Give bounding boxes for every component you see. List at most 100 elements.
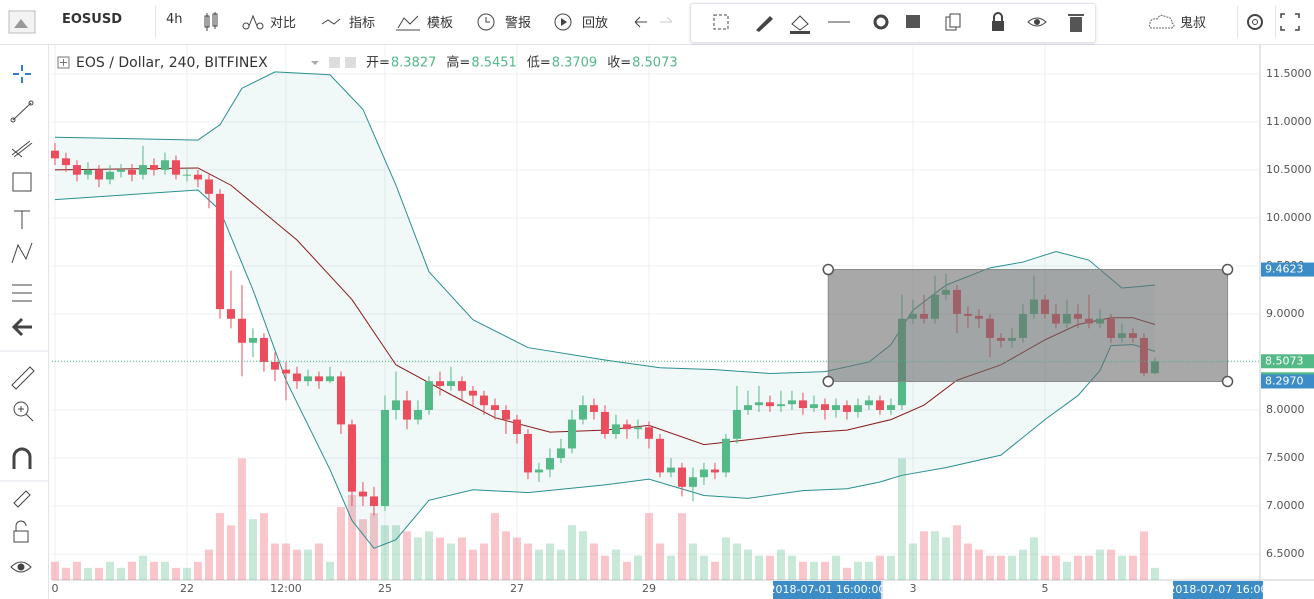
volume-bar xyxy=(1007,555,1016,580)
templates-button[interactable]: 模板 xyxy=(427,16,454,31)
volume-bar xyxy=(919,531,928,580)
candle-body xyxy=(754,402,763,406)
volume-bar xyxy=(303,549,312,580)
candle-body xyxy=(237,318,246,343)
legend-icon xyxy=(329,57,340,68)
indicators-button[interactable]: 指标 xyxy=(349,16,376,31)
x-tick-label: 0 xyxy=(51,582,58,595)
volume-bar xyxy=(831,555,840,580)
volume-bar xyxy=(61,567,70,580)
volume-bar xyxy=(941,537,950,580)
replay-button[interactable]: 回放 xyxy=(582,16,609,31)
volume-bar xyxy=(864,561,873,580)
volume-bar xyxy=(116,567,125,580)
volume-bar xyxy=(853,561,862,580)
compare-button[interactable]: 对比 xyxy=(270,16,297,31)
volume-bar xyxy=(930,531,939,580)
volume-bar xyxy=(413,537,422,580)
volume-bar xyxy=(215,513,224,580)
y-tick-label: 8.0000 xyxy=(1266,403,1305,416)
volume-bar xyxy=(875,555,884,580)
band-fill xyxy=(54,71,1155,549)
candle-body xyxy=(325,376,334,382)
y-tick-label: 6.5000 xyxy=(1266,547,1305,560)
volume-bar xyxy=(1139,531,1148,580)
volume-bar xyxy=(1040,555,1049,580)
candle-body xyxy=(281,369,290,374)
volume-bar xyxy=(897,458,906,580)
right-icons xyxy=(1148,13,1300,31)
volume-bar xyxy=(402,531,411,580)
ohlc-label: 收= xyxy=(607,56,631,71)
rect-handle xyxy=(1221,263,1234,276)
volume-bar xyxy=(710,561,719,580)
time-label-bg xyxy=(1172,581,1263,599)
symbol[interactable]: EOSUSD xyxy=(62,12,123,27)
candle-body xyxy=(336,376,345,425)
candle-body xyxy=(72,165,81,175)
candle-body xyxy=(501,409,510,420)
candle-body xyxy=(402,400,411,420)
x-tick-label: 29 xyxy=(642,582,656,595)
drawing-icons xyxy=(713,12,1084,34)
volume-bar xyxy=(1106,549,1115,580)
volume-bar xyxy=(127,561,136,580)
volume-bar xyxy=(721,537,730,580)
volume-bar xyxy=(985,555,994,580)
x-tick-label: 22 xyxy=(180,582,194,595)
candle-body xyxy=(446,381,455,386)
candle-body xyxy=(809,404,818,409)
time-label: 2018-07-07 16:00 xyxy=(1168,583,1267,596)
y-tick-label: 7.0000 xyxy=(1266,499,1305,512)
candle-body xyxy=(534,469,543,473)
volume-bar xyxy=(765,555,774,580)
candle-body xyxy=(886,405,895,410)
candle-body xyxy=(523,434,532,473)
candle-body xyxy=(600,411,609,435)
interval[interactable]: 4h xyxy=(166,12,183,27)
volume-bar xyxy=(204,549,213,580)
candle-body xyxy=(149,165,158,170)
volume-bar xyxy=(479,543,488,580)
candle-body xyxy=(677,467,686,487)
indicator-line xyxy=(54,71,1155,374)
alert-button[interactable]: 警报 xyxy=(505,16,532,31)
candle-body xyxy=(94,169,103,180)
time-label: 2018-07-01 16:00:00 xyxy=(769,583,886,596)
volume-bar xyxy=(578,531,587,580)
candle-body xyxy=(589,405,598,412)
candle-body xyxy=(545,458,554,470)
volume-bar xyxy=(292,549,301,580)
candle-body xyxy=(138,165,147,175)
volume-bar xyxy=(820,561,829,580)
candle-icon[interactable] xyxy=(202,12,220,32)
chart-title: EOS / Dollar, 240, BITFINEX xyxy=(76,55,268,71)
candle-body xyxy=(875,400,884,410)
candle-body xyxy=(820,404,829,410)
ohlc-value: 8.3709 xyxy=(552,56,598,71)
candle-body xyxy=(105,171,114,180)
volume-bar xyxy=(336,507,345,580)
y-tick-label: 11.0000 xyxy=(1266,115,1312,128)
user-name[interactable]: 鬼叔 xyxy=(1180,16,1207,31)
candle-body xyxy=(842,405,851,412)
volume-bar xyxy=(644,513,653,580)
volume-bar xyxy=(314,543,323,580)
volume-bar xyxy=(435,537,444,580)
y-tick-label: 10.5000 xyxy=(1266,163,1312,176)
volume-bar xyxy=(1051,555,1060,580)
legend-toggle-plus xyxy=(60,59,67,66)
candle-body xyxy=(171,160,180,175)
volume-bar xyxy=(171,567,180,580)
volume-bar xyxy=(50,561,59,580)
volume-bar xyxy=(446,543,455,580)
volume-bar xyxy=(611,549,620,580)
volume-bar xyxy=(1095,549,1104,580)
candle-body xyxy=(611,424,620,435)
logo xyxy=(8,10,36,34)
drawn-rectangle xyxy=(827,269,1229,382)
volume-bar xyxy=(567,525,576,580)
volume-bar xyxy=(754,555,763,580)
volume-bar xyxy=(622,561,631,580)
